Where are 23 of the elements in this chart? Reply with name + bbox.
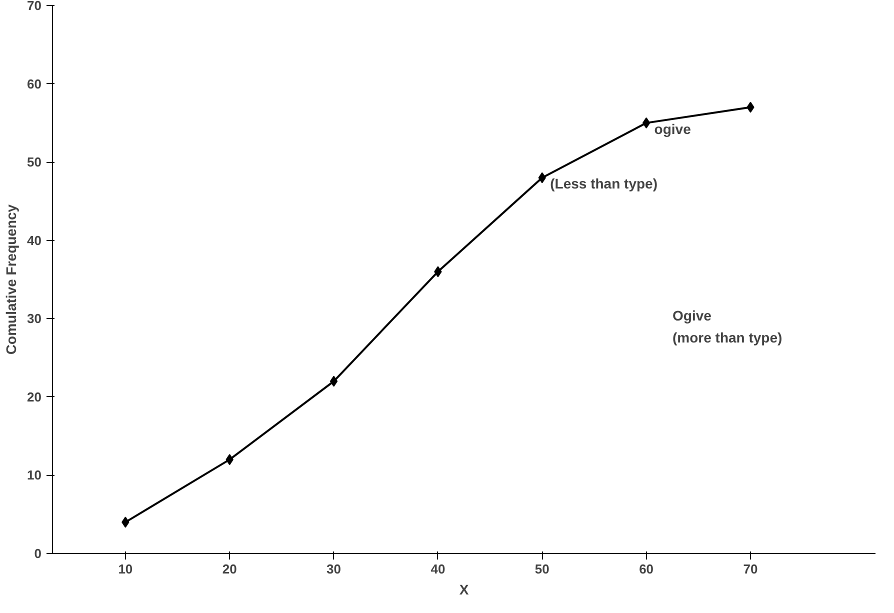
x-tick-label: 20 xyxy=(222,562,237,576)
y-tick-label: 0 xyxy=(34,546,42,561)
point xyxy=(330,376,338,387)
y-tick-label: 40 xyxy=(27,232,42,248)
y-tick-label: 20 xyxy=(27,389,42,404)
annotation: Ogive xyxy=(672,308,712,324)
y-axis-title: Comulative Frequency xyxy=(3,204,20,355)
y-tick-label: 10 xyxy=(27,468,42,483)
x-tick-label: 10 xyxy=(118,562,133,576)
x-tick-label: 70 xyxy=(743,562,758,576)
x-tick-label: 50 xyxy=(534,562,550,576)
point xyxy=(642,117,650,128)
y-tick-label: 50 xyxy=(27,154,42,170)
y-tick-label: 70 xyxy=(27,0,42,13)
y-tick-label: 60 xyxy=(27,76,42,92)
x-tick-label: 60 xyxy=(639,562,654,576)
annotation: (more than type) xyxy=(672,330,782,346)
y-tick-label: 30 xyxy=(27,311,42,326)
annotation: ogive xyxy=(654,120,692,137)
x-axis-title: X xyxy=(459,582,470,598)
x-tick-label: 40 xyxy=(430,562,446,576)
x-tick-label: 30 xyxy=(326,562,342,576)
annotation: (Less than type) xyxy=(550,176,658,192)
